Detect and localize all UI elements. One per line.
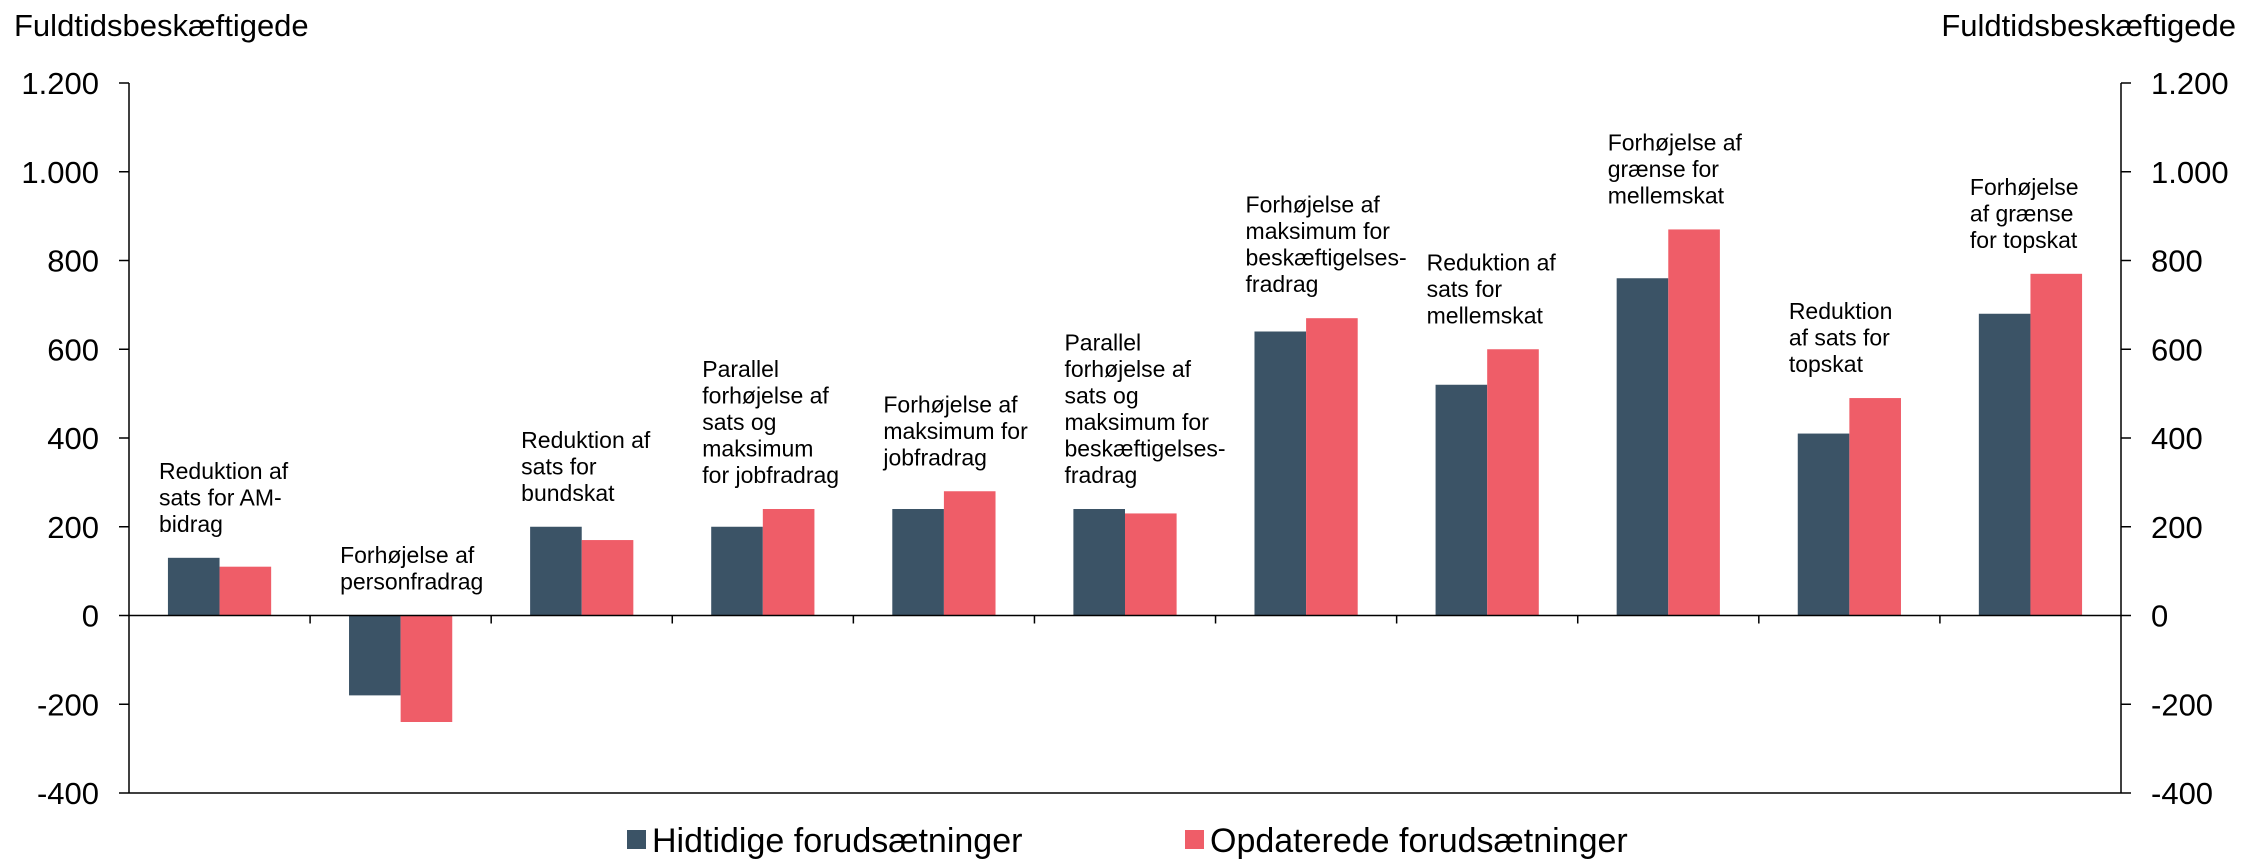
category-label: Reduktion af sats for AM-bidrag — [159, 458, 289, 537]
legend-swatch — [627, 830, 646, 849]
y2-tick-label: 200 — [2151, 510, 2203, 545]
y-axis-title: Fuldtidsbeskæftigede — [14, 8, 309, 43]
bar — [530, 526, 582, 616]
bar — [711, 526, 763, 616]
category-label-line: topskat — [1789, 351, 1864, 377]
category-label-line: forhøjelse af — [702, 383, 829, 409]
bar — [1978, 313, 2031, 616]
bar — [400, 615, 453, 722]
category-label-line: maksimum for — [883, 418, 1028, 444]
category-label-line: mellemskat — [1427, 302, 1544, 328]
category-label: Reduktion af sats for bundskat — [521, 427, 651, 506]
category-label-line: Parallel — [1064, 330, 1141, 356]
bar — [1125, 513, 1177, 616]
bar — [1435, 384, 1488, 616]
y2-axis-title: Fuldtidsbeskæftigede — [1941, 8, 2236, 43]
legend-label: Hidtidige forudsætninger — [652, 822, 1022, 859]
category-label: Forhøjelse af maksimum for jobfradrag — [882, 391, 1028, 470]
category-label-line: fradrag — [1064, 462, 1137, 488]
category-label: Reduktion af sats for topskat — [1789, 298, 1893, 377]
bar — [1487, 349, 1539, 616]
y2-tick-label: 400 — [2151, 421, 2203, 456]
bar — [1797, 433, 1850, 616]
category-label: Forhøjelse af maksimum for beskæftigelses-… — [1246, 192, 1407, 298]
category-label: Parallel forhøjelse af sats og maksimum for … — [702, 356, 839, 488]
bar — [762, 509, 815, 616]
y-tick-label: -400 — [37, 776, 99, 811]
bar — [581, 540, 634, 616]
bar — [349, 615, 401, 696]
category-label-line: forhøjelse af — [1064, 356, 1191, 382]
category-label-line: af sats for — [1789, 325, 1890, 351]
category-label-line: af grænse — [1970, 200, 2074, 226]
category-label: Parallel forhøjelse af sats og maksimum for… — [1064, 330, 1225, 489]
y-tick-label: 800 — [47, 244, 99, 279]
category-label-line: Forhøjelse af — [883, 391, 1018, 417]
category-label-line: Reduktion af — [521, 427, 651, 453]
bar — [219, 566, 272, 616]
legend-swatch — [1185, 830, 1204, 849]
category-label-line: grænse for — [1608, 156, 1720, 182]
category-label-line: for topskat — [1970, 227, 2078, 253]
category-label-line: fradrag — [1246, 271, 1319, 297]
category-label-line: Parallel — [702, 356, 779, 382]
legend-label: Opdaterede forudsætninger — [1210, 822, 1628, 859]
category-label: Forhøjelse af grænse for topskat — [1970, 174, 2079, 253]
category-label-line: for jobfradrag — [702, 462, 839, 488]
category-label-line: beskæftigelses- — [1064, 436, 1225, 462]
category-label-line: Forhøjelse af — [340, 542, 475, 568]
bar — [943, 491, 996, 616]
bar — [2030, 273, 2083, 616]
category-label-line: maksimum — [702, 436, 813, 462]
y2-tick-label: -400 — [2151, 776, 2213, 811]
category-label-line: maksimum for — [1064, 409, 1209, 435]
category-label-line: bidrag — [159, 511, 223, 537]
category-label-line: Reduktion — [1789, 298, 1893, 324]
y-tick-label: 400 — [47, 421, 99, 456]
y2-tick-label: -200 — [2151, 687, 2213, 722]
category-label-line: sats og — [702, 409, 776, 435]
category-label-line: Forhøjelse af — [1246, 192, 1381, 218]
category-label-line: maksimum for — [1246, 218, 1391, 244]
category-label-line: sats for — [521, 453, 597, 479]
category-label-line: Reduktion af — [1427, 249, 1557, 275]
category-label-line: sats for AM- — [159, 484, 282, 510]
y-tick-label: -200 — [37, 687, 99, 722]
category-label-line: personfradrag — [340, 569, 483, 595]
category-label-line: mellemskat — [1608, 182, 1725, 208]
y-tick-label: 1.200 — [21, 66, 99, 101]
category-label: Reduktion af sats for mellemskat — [1427, 249, 1557, 328]
category-label-line: sats og — [1064, 383, 1138, 409]
bar — [1849, 398, 1901, 616]
category-label-line: Forhøjelse — [1970, 174, 2079, 200]
category-label-line: jobfradrag — [882, 444, 987, 470]
y2-tick-label: 1.000 — [2151, 155, 2229, 190]
bar — [1254, 331, 1307, 616]
y2-tick-label: 0 — [2151, 599, 2168, 634]
category-label-line: Forhøjelse af — [1608, 129, 1743, 155]
y2-tick-label: 600 — [2151, 332, 2203, 367]
bar — [1668, 229, 1720, 616]
category-label-line: beskæftigelses- — [1246, 245, 1407, 271]
y-tick-label: 600 — [47, 332, 99, 367]
y-tick-label: 200 — [47, 510, 99, 545]
y-tick-label: 1.000 — [21, 155, 99, 190]
y2-tick-label: 800 — [2151, 244, 2203, 279]
category-label: Forhøjelse af personfradrag — [340, 542, 483, 595]
bar — [1306, 318, 1358, 616]
bar — [892, 509, 944, 616]
category-label: Forhøjelse af grænse for mellemskat — [1608, 129, 1743, 208]
bar — [1616, 278, 1669, 616]
bar — [1073, 509, 1125, 616]
category-label-line: bundskat — [521, 480, 615, 506]
y2-tick-label: 1.200 — [2151, 66, 2229, 101]
category-label-line: sats for — [1427, 276, 1503, 302]
category-label-line: Reduktion af — [159, 458, 289, 484]
y-tick-label: 0 — [82, 599, 99, 634]
bar — [167, 557, 220, 616]
